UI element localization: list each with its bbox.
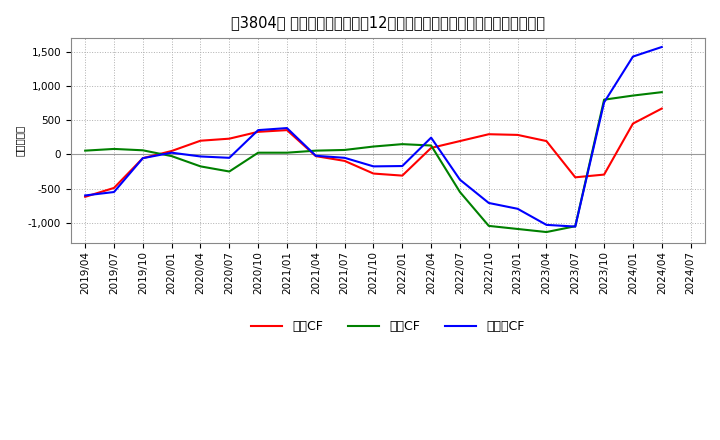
Line: フリーCF: フリーCF xyxy=(85,47,662,227)
営業CF xyxy=(456,139,464,144)
営業CF xyxy=(196,138,204,143)
フリーCF xyxy=(398,163,407,169)
投資CF xyxy=(571,224,580,229)
投資CF xyxy=(283,150,292,155)
営業CF xyxy=(398,173,407,178)
投資CF xyxy=(398,142,407,147)
営業CF xyxy=(109,185,118,191)
フリーCF xyxy=(629,54,637,59)
フリーCF xyxy=(513,206,522,212)
フリーCF xyxy=(369,164,378,169)
Line: 投資CF: 投資CF xyxy=(85,92,662,232)
投資CF xyxy=(225,169,233,174)
Line: 営業CF: 営業CF xyxy=(85,109,662,197)
投資CF xyxy=(513,226,522,231)
営業CF xyxy=(600,172,608,177)
営業CF xyxy=(369,171,378,176)
フリーCF xyxy=(81,193,89,198)
フリーCF xyxy=(254,128,263,133)
投資CF xyxy=(109,146,118,151)
営業CF xyxy=(312,154,320,159)
フリーCF xyxy=(196,154,204,159)
営業CF xyxy=(571,175,580,180)
営業CF xyxy=(138,155,147,161)
フリーCF xyxy=(657,44,666,50)
投資CF xyxy=(542,229,551,235)
営業CF xyxy=(167,148,176,154)
営業CF xyxy=(513,132,522,138)
Title: ［3804］ キャッシュフローの12か月移動合計の対前年同期増減額の推移: ［3804］ キャッシュフローの12か月移動合計の対前年同期増減額の推移 xyxy=(231,15,545,30)
営業CF xyxy=(485,132,493,137)
フリーCF xyxy=(485,200,493,205)
営業CF xyxy=(542,139,551,144)
フリーCF xyxy=(341,155,349,161)
投資CF xyxy=(312,148,320,153)
営業CF xyxy=(629,121,637,126)
投資CF xyxy=(254,150,263,155)
フリーCF xyxy=(138,155,147,161)
投資CF xyxy=(485,223,493,228)
投資CF xyxy=(600,97,608,103)
フリーCF xyxy=(427,135,436,140)
投資CF xyxy=(167,154,176,159)
営業CF xyxy=(283,128,292,133)
フリーCF xyxy=(571,224,580,229)
投資CF xyxy=(427,143,436,148)
投資CF xyxy=(341,147,349,153)
フリーCF xyxy=(312,153,320,158)
フリーCF xyxy=(283,125,292,131)
投資CF xyxy=(138,148,147,153)
フリーCF xyxy=(167,150,176,155)
営業CF xyxy=(427,145,436,150)
営業CF xyxy=(254,129,263,135)
フリーCF xyxy=(225,155,233,161)
投資CF xyxy=(657,89,666,95)
Legend: 営業CF, 投資CF, フリーCF: 営業CF, 投資CF, フリーCF xyxy=(246,315,530,338)
営業CF xyxy=(341,158,349,164)
フリーCF xyxy=(542,222,551,227)
営業CF xyxy=(81,194,89,199)
フリーCF xyxy=(600,100,608,105)
投資CF xyxy=(456,189,464,194)
投資CF xyxy=(369,144,378,149)
Y-axis label: （百万円）: （百万円） xyxy=(15,125,25,156)
投資CF xyxy=(629,93,637,98)
フリーCF xyxy=(109,189,118,194)
フリーCF xyxy=(456,177,464,182)
投資CF xyxy=(196,164,204,169)
営業CF xyxy=(225,136,233,141)
投資CF xyxy=(81,148,89,153)
営業CF xyxy=(657,106,666,111)
